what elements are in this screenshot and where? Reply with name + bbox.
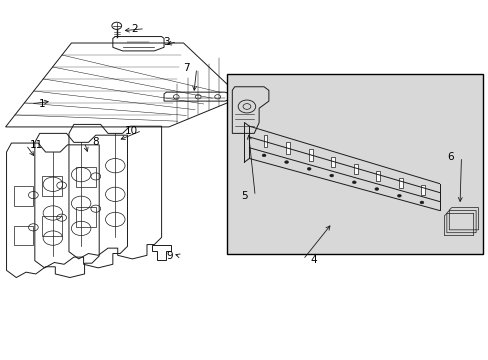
Text: 3: 3	[163, 37, 169, 46]
Bar	[308, 149, 312, 161]
Circle shape	[284, 161, 288, 163]
Bar	[42, 216, 61, 235]
Bar	[285, 142, 289, 154]
Bar	[42, 176, 61, 196]
Bar	[353, 163, 357, 174]
Text: 11: 11	[30, 140, 43, 150]
Text: 8: 8	[92, 138, 99, 147]
Bar	[76, 167, 96, 187]
Bar	[263, 135, 267, 147]
Circle shape	[329, 174, 333, 177]
Bar	[14, 186, 33, 206]
Text: 10: 10	[124, 126, 138, 135]
Text: 7: 7	[183, 63, 189, 73]
Text: 1: 1	[38, 99, 45, 109]
Text: 2: 2	[131, 24, 137, 34]
Text: 6: 6	[447, 152, 453, 162]
Circle shape	[351, 181, 355, 184]
Bar	[398, 178, 402, 188]
Circle shape	[112, 22, 122, 30]
Circle shape	[262, 154, 265, 157]
Circle shape	[306, 167, 310, 170]
Bar	[330, 157, 334, 167]
Circle shape	[419, 201, 423, 204]
Bar	[376, 171, 380, 181]
Bar	[421, 185, 425, 195]
Bar	[76, 207, 96, 226]
Circle shape	[374, 188, 378, 190]
Bar	[14, 226, 33, 245]
Bar	[227, 74, 483, 253]
Text: 9: 9	[166, 251, 172, 261]
Text: 4: 4	[310, 255, 316, 265]
Text: 5: 5	[241, 191, 247, 201]
Circle shape	[397, 194, 401, 197]
